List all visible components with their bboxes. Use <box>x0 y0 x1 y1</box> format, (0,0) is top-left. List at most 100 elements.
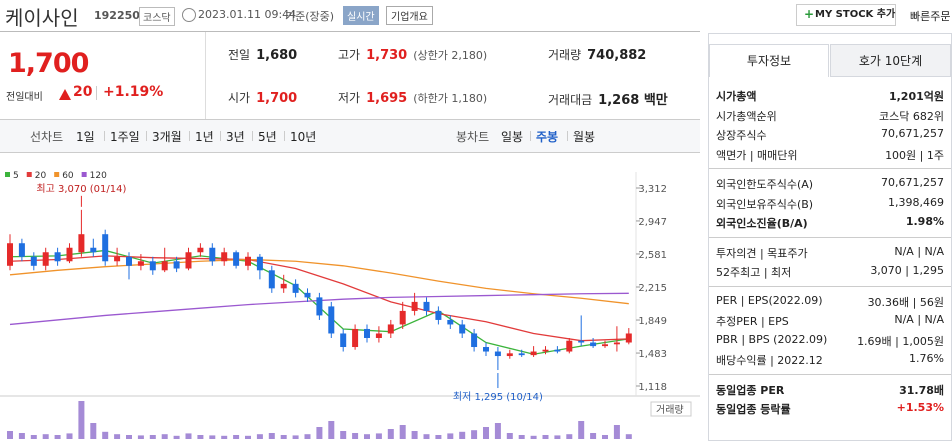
candle-body <box>399 310 406 325</box>
info-label: 외국인보유주식수(B) <box>716 197 814 211</box>
volume-bar <box>506 433 513 439</box>
candle-body <box>506 353 513 357</box>
volume-bar <box>459 431 466 439</box>
period-tab[interactable]: 3년 <box>226 130 245 144</box>
info-value: 70,671,257 <box>881 176 944 189</box>
candle-body <box>554 349 561 352</box>
info-label: 시가총액순위 <box>716 109 777 123</box>
volume-bar <box>209 435 216 439</box>
info-value: +1.53% <box>896 401 944 414</box>
stat-label: 거래대금 <box>548 93 593 107</box>
ma-line <box>9 258 629 305</box>
period-tab[interactable]: 1일 <box>76 130 95 144</box>
candle-body <box>423 301 430 311</box>
candle-tab[interactable]: 월봉 <box>573 130 596 144</box>
volume-bar <box>233 435 240 439</box>
candle-body <box>447 319 454 325</box>
period-tab[interactable]: 10년 <box>290 130 317 144</box>
volume-bar <box>221 435 228 439</box>
info-label: 외국인한도주식수(A) <box>716 178 814 191</box>
candle-body <box>316 297 323 316</box>
candle-body <box>352 328 359 348</box>
change-pct: +1.19% <box>103 84 164 100</box>
candle-body <box>459 324 466 334</box>
legend-label: 120 <box>90 171 107 181</box>
info-tab[interactable]: 호가 10단계 <box>830 44 951 77</box>
tab-bar <box>0 119 700 153</box>
legend-label: 60 <box>62 171 74 181</box>
volume-bar <box>173 435 180 439</box>
tab-sep <box>104 131 105 141</box>
candle-body <box>375 333 382 338</box>
volume-bar <box>54 435 61 439</box>
info-label: 상장주식수 <box>716 129 767 142</box>
company-button[interactable]: 기업개요 <box>386 6 433 25</box>
volume-bar <box>530 435 537 439</box>
candle-body <box>340 333 347 348</box>
change-label: 전일대비 <box>6 92 43 103</box>
realtime-badge[interactable]: 실시간 <box>343 6 379 25</box>
info-label: 외국인소진율(B/A) <box>716 217 808 230</box>
y-tick-label: 2,215 <box>638 283 667 294</box>
period-tab[interactable]: 1주일 <box>110 130 140 144</box>
annotation: 최저 1,295 (10/14) <box>453 391 543 403</box>
volume-bar <box>578 421 585 439</box>
mystock-text: MY STOCK 추가 <box>815 9 896 20</box>
candle-body <box>625 333 632 343</box>
period-tab[interactable]: 5년 <box>258 130 277 144</box>
stat-label: 전일 <box>228 48 251 62</box>
volume-bar <box>42 434 49 439</box>
info-label: 시가총액 <box>716 90 757 103</box>
candle-body <box>102 234 109 262</box>
section-divider <box>709 373 951 375</box>
fast-order[interactable]: 빠른주문 <box>910 10 951 23</box>
volume-bar <box>149 435 156 439</box>
info-value: 30.36배 | 56원 <box>867 295 944 309</box>
volume-bar <box>90 423 97 439</box>
volume-bar <box>185 433 192 439</box>
chart: 1,118 1,483 1,849 2,215 2,581 2,947 3,312 5 20 60… <box>0 171 700 439</box>
candle-body <box>30 256 37 266</box>
candle-body <box>411 301 418 311</box>
candle-tab[interactable]: 일봉 <box>501 130 524 144</box>
info-label: 동일업종 등락률 <box>716 403 791 416</box>
volume-bar <box>423 434 430 439</box>
candle-body <box>328 306 335 334</box>
volume-bar <box>245 435 251 439</box>
period-tab[interactable]: 1년 <box>195 130 214 144</box>
volume-bar <box>114 434 121 439</box>
tab-sep <box>220 131 221 141</box>
candle-body <box>185 252 192 269</box>
candle-body <box>578 340 585 343</box>
stat-value: 1,268 백만 <box>598 93 668 108</box>
mystock-button[interactable]: MY STOCK 추가 <box>796 4 896 26</box>
info-label: 52주최고 | 최저 <box>716 266 792 279</box>
candle-body <box>387 324 394 334</box>
up-arrow <box>59 89 71 100</box>
candle-tab[interactable]: 주봉 <box>536 130 559 144</box>
stat-value: 1,680 <box>256 48 298 63</box>
y-tick-label: 1,118 <box>638 382 667 393</box>
tab-sep <box>189 131 190 141</box>
info-value: N/A | N/A <box>894 313 944 326</box>
volume-bar <box>625 434 632 439</box>
volume-bar <box>256 434 263 439</box>
tab-sep <box>284 131 285 141</box>
info-tab[interactable]: 투자정보 <box>709 44 829 77</box>
current-price: 1,700 <box>8 48 89 79</box>
stat: 저가 1,695 (하한가 1,180) <box>338 89 487 106</box>
candle-body <box>268 270 275 289</box>
stat-note: (상한가 2,180) <box>413 49 488 62</box>
stat: 거래대금 1,268 백만 <box>548 89 668 108</box>
divider <box>96 86 97 100</box>
stat-note: (하한가 1,180) <box>413 92 488 105</box>
stat-value: 1,700 <box>256 91 298 106</box>
period-tab[interactable]: 3개월 <box>152 130 182 144</box>
volume-bar <box>613 425 620 439</box>
legend-label: 20 <box>35 171 47 181</box>
volume-bar <box>566 434 573 439</box>
stat-label: 시가 <box>228 91 251 105</box>
info-value: 코스닥 682위 <box>879 109 944 123</box>
stock-code: 192250 <box>94 9 140 22</box>
